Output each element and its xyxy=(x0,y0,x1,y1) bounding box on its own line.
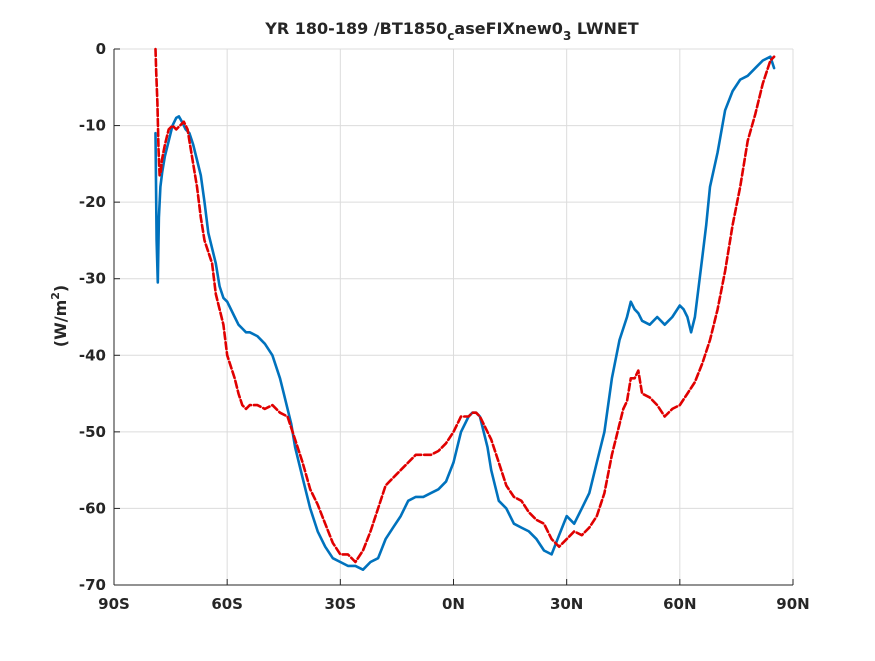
axes xyxy=(113,48,794,586)
title-suffix: LWNET xyxy=(571,19,638,38)
y-tick-label: -30 xyxy=(79,270,106,288)
title-sub1: c xyxy=(447,29,454,43)
tick-labels: 90S 60S 30S 0N 30N 60N 90N 0 -10 -20 -30 -40 -50 -60 -… xyxy=(79,40,810,613)
y-tick-label: -20 xyxy=(79,193,106,211)
x-tick-label: 90N xyxy=(776,595,809,613)
series-layer xyxy=(154,47,776,572)
y-tick-label: -40 xyxy=(79,346,106,364)
series-line-1 xyxy=(154,55,776,572)
series-line-2 xyxy=(154,47,776,564)
chart-title: YR 180-189 /BT1850caseFIXnew03 LWNET xyxy=(264,19,638,43)
x-tick-label: 30N xyxy=(550,595,583,613)
grid xyxy=(113,48,794,586)
ylabel-prefix: (W/m xyxy=(51,300,70,347)
x-tick-label: 0N xyxy=(442,595,465,613)
title-prefix: YR 180-189 /BT1850 xyxy=(264,19,447,38)
x-tick-label: 60N xyxy=(663,595,696,613)
y-tick-label: 0 xyxy=(96,40,106,58)
x-tick-label: 30S xyxy=(324,595,356,613)
ylabel-sup: 2 xyxy=(49,292,62,300)
y-axis-label: (W/m2) xyxy=(49,285,70,347)
title-sub2: 3 xyxy=(563,29,571,43)
y-tick-label: -70 xyxy=(79,576,106,594)
x-tick-label: 90S xyxy=(98,595,130,613)
ylabel-suffix: ) xyxy=(51,285,70,292)
y-tick-label: -60 xyxy=(79,499,106,517)
y-tick-label: -50 xyxy=(79,423,106,441)
x-tick-label: 60S xyxy=(211,595,243,613)
y-tick-label: -10 xyxy=(79,117,106,135)
title-mid: aseFIXnew0 xyxy=(454,19,563,38)
